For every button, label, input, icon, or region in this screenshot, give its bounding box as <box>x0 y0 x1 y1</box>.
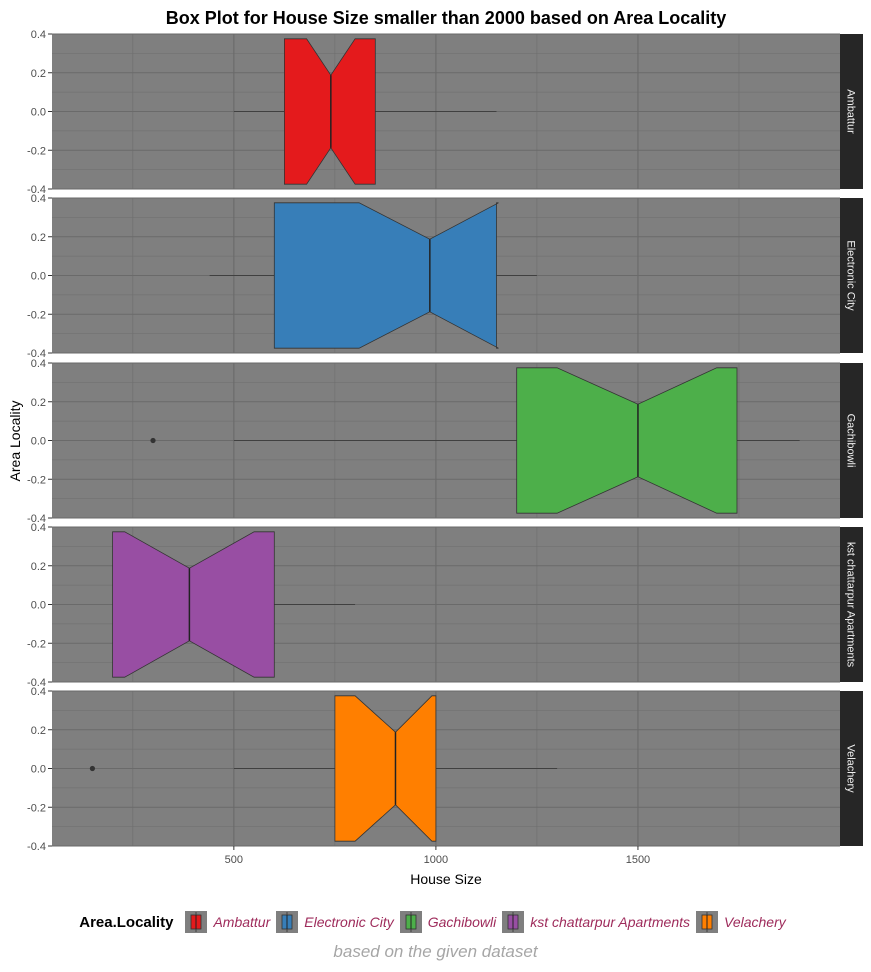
y-tick-label: 0.2 <box>31 68 46 80</box>
x-tick-label: 500 <box>225 854 243 866</box>
legend: Area.Locality Ambattur Electronic City Gac… <box>0 908 871 936</box>
y-tick-label: 0.4 <box>31 686 46 698</box>
legend-item: Electronic City <box>276 911 394 933</box>
y-tick-label: -0.2 <box>27 145 46 157</box>
legend-key <box>696 911 718 933</box>
y-tick-label: -0.4 <box>27 677 46 689</box>
notched-box <box>334 695 437 842</box>
y-tick-label: -0.4 <box>27 841 46 853</box>
notched-box <box>283 38 376 185</box>
y-tick-label: 0.0 <box>31 436 46 448</box>
legend-title: Area.Locality <box>79 913 174 931</box>
y-tick-label: 0.4 <box>31 522 46 534</box>
legend-item: Velachery <box>696 911 786 933</box>
facet-strip-label: Ambattur <box>845 89 857 134</box>
facet-strip <box>840 363 863 518</box>
chart-title: Box Plot for House Size smaller than 200… <box>166 8 727 28</box>
y-tick-label: -0.2 <box>27 474 46 486</box>
facet-strip-label: Electronic City <box>845 240 857 311</box>
facet-panel: 0.4 0.2 0.0 -0.2 -0.4 Ambattur <box>27 29 863 196</box>
y-tick-label: 0.4 <box>31 193 46 205</box>
facet-strip <box>840 34 863 189</box>
legend-label: kst chattarpur Apartments <box>530 914 690 930</box>
legend-label: Electronic City <box>304 914 394 930</box>
facet-panel: 0.4 0.2 0.0 -0.2 -0.4 Velachery <box>27 686 863 853</box>
legend-key <box>399 911 422 933</box>
facet-strip-label: kst chattarpur Apartments <box>845 542 857 668</box>
x-tick-label: 1000 <box>424 854 448 866</box>
notched-box <box>516 367 738 514</box>
outlier-point <box>150 437 156 444</box>
y-tick-label: -0.4 <box>27 184 46 196</box>
y-axis-label: Area Locality <box>7 401 23 482</box>
x-axis: 500 1000 1500 <box>225 846 650 866</box>
y-tick-label: 0.2 <box>31 561 46 573</box>
y-tick-label: -0.2 <box>27 638 46 650</box>
y-tick-label: -0.2 <box>27 802 46 814</box>
notched-box <box>273 202 499 349</box>
y-tick-label: -0.4 <box>27 348 46 360</box>
y-tick-label: 0.0 <box>31 271 46 283</box>
y-tick-label: 0.4 <box>31 29 46 41</box>
outlier-point <box>89 765 96 772</box>
facet-strip-label: Gachibowli <box>845 414 857 468</box>
x-tick-label: 1500 <box>626 854 650 866</box>
legend-items: Ambattur Electronic City Gachibowli kst cha… <box>185 911 791 933</box>
y-tick-label: 0.2 <box>31 725 46 737</box>
x-axis-label: House Size <box>410 871 482 887</box>
legend-key <box>276 911 299 933</box>
y-tick-label: 0.4 <box>31 358 46 370</box>
y-tick-label: -0.2 <box>27 309 46 321</box>
legend-item: Ambattur <box>185 911 270 933</box>
legend-item: kst chattarpur Apartments <box>502 911 690 933</box>
facet-strip <box>840 527 863 682</box>
y-tick-label: 0.2 <box>31 232 46 244</box>
facet-strip <box>840 691 863 846</box>
y-tick-label: 0.0 <box>31 600 46 612</box>
y-tick-label: 0.0 <box>31 764 46 776</box>
facet-panel: 0.4 0.2 0.0 -0.2 -0.4 Gachibowli <box>27 358 863 525</box>
legend-label: Ambattur <box>213 914 271 930</box>
facet-panel: 0.4 0.2 0.0 -0.2 -0.4 kst chattarpur Apartmen… <box>27 522 863 689</box>
legend-label: Gachibowli <box>427 914 497 930</box>
legend-label: Velachery <box>724 914 786 930</box>
chart-caption: based on the given dataset <box>333 942 538 961</box>
legend-key <box>502 911 525 933</box>
facet-strip <box>840 198 863 353</box>
facet-panels: 0.4 0.2 0.0 -0.2 -0.4 Ambattur 0.4 0.2 0.0 -0.2 -0… <box>27 29 863 853</box>
boxplot-chart: Box Plot for House Size smaller than 200… <box>7 8 863 887</box>
legend-key <box>185 911 208 933</box>
y-tick-label: -0.4 <box>27 513 46 525</box>
facet-panel: 0.4 0.2 0.0 -0.2 -0.4 Electronic City <box>27 193 863 360</box>
notched-box <box>112 531 275 678</box>
facet-strip-label: Velachery <box>845 744 857 793</box>
y-tick-label: 0.2 <box>31 397 46 409</box>
y-tick-label: 0.0 <box>31 107 46 119</box>
legend-item: Gachibowli <box>399 911 497 933</box>
